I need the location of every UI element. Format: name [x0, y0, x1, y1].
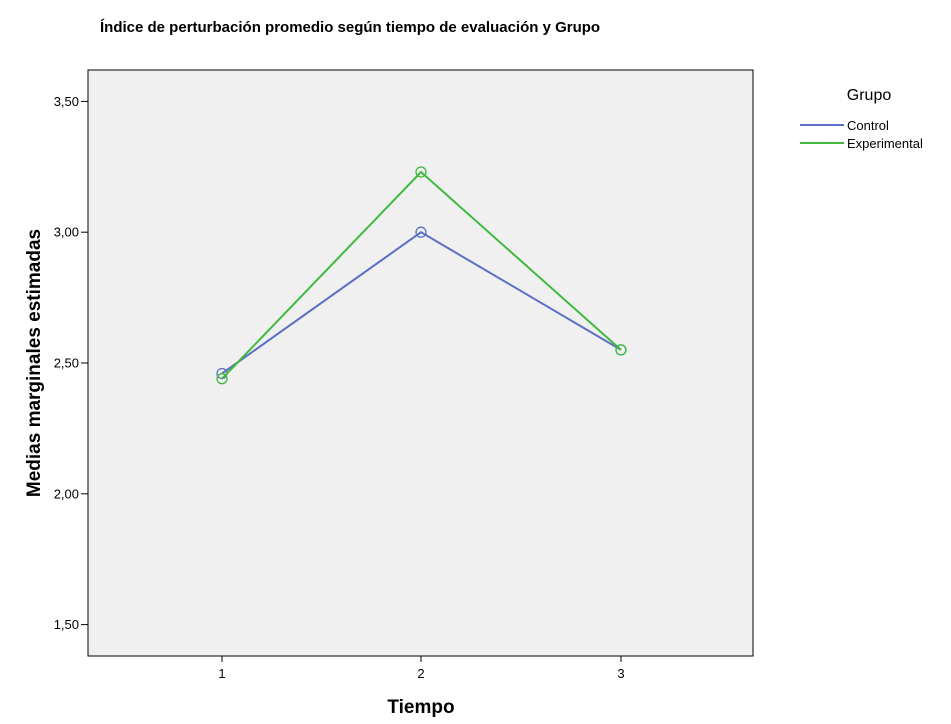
- legend-label-control: Control: [847, 118, 889, 133]
- y-axis-title: Medias marginales estimadas: [24, 229, 45, 497]
- data-point-control: [415, 226, 427, 238]
- y-tick-label: 1,50: [54, 617, 79, 632]
- data-point-experimental: [216, 373, 228, 385]
- legend: Grupo Control Experimental: [800, 87, 923, 151]
- data-point-experimental: [415, 166, 427, 178]
- y-tick-label: 2,00: [54, 486, 79, 501]
- series-line-experimental: [221, 170, 622, 380]
- x-tick-label: 2: [417, 666, 424, 681]
- plot-area: [87, 69, 754, 657]
- x-axis: 1 2 3: [218, 656, 625, 681]
- legend-label-experimental: Experimental: [847, 136, 923, 151]
- y-axis: 1,50 2,00 2,50 3,00 3,50: [54, 94, 88, 632]
- chart-title: Índice de perturbación promedio según ti…: [100, 19, 600, 36]
- x-tick-label: 3: [617, 666, 624, 681]
- legend-title: Grupo: [847, 87, 892, 104]
- series-layer: [216, 166, 627, 385]
- series-line-control: [221, 231, 622, 375]
- y-tick-label: 3,50: [54, 94, 79, 109]
- y-tick-label: 3,00: [54, 225, 79, 240]
- y-tick-label: 2,50: [54, 356, 79, 371]
- data-point-experimental: [615, 344, 627, 356]
- x-axis-title: Tiempo: [387, 697, 454, 718]
- x-tick-label: 1: [218, 666, 225, 681]
